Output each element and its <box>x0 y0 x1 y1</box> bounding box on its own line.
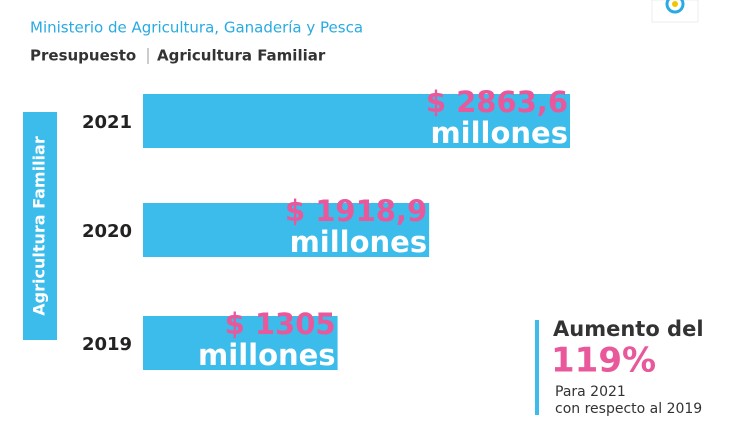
callout-note: Para 2021 <box>555 384 626 400</box>
logo <box>651 0 699 23</box>
y-tick-label: 2019 <box>82 334 132 355</box>
y-label: Agricultura Familiar <box>30 136 49 316</box>
bar <box>143 316 338 370</box>
chart-title: Ministerio de Agricultura, Ganadería y P… <box>30 19 363 37</box>
unit-label: millones <box>198 338 336 372</box>
bar <box>143 203 430 257</box>
value-label: $ 1918,9 <box>285 194 427 228</box>
unit-label: millones <box>290 225 428 259</box>
callout-title: Aumento del <box>553 317 704 341</box>
subtitle: Presupuesto <box>30 47 136 65</box>
callout-note: con respecto al 2019 <box>555 401 702 417</box>
unit-label: millones <box>430 116 568 150</box>
bar <box>143 94 570 148</box>
callout-value: 119% <box>551 341 656 381</box>
y-label-box <box>23 112 57 340</box>
value-label: $ 1305 <box>225 307 336 341</box>
subtitle: Agricultura Familiar <box>157 47 326 65</box>
y-tick-label: 2021 <box>82 112 132 133</box>
y-tick-label: 2020 <box>82 221 132 242</box>
value-label: $ 2863,6 <box>426 85 568 119</box>
